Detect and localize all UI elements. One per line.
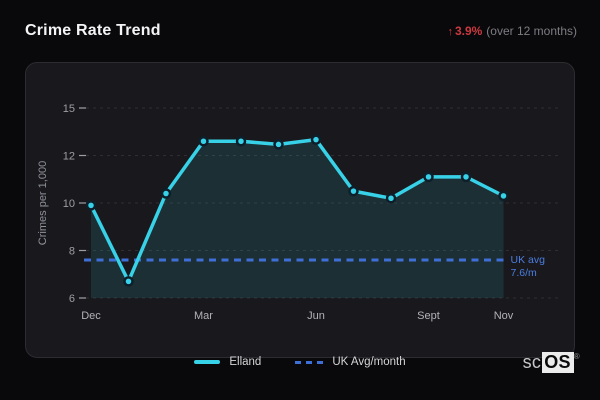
data-point-marker <box>460 171 472 183</box>
data-point-marker <box>85 200 97 211</box>
data-point-marker <box>235 136 247 147</box>
y-axis-title: Crimes per 1,000 <box>37 161 49 245</box>
change-period: (over 12 months) <box>486 24 577 38</box>
uk-avg-annotation-line1: UK avg <box>511 254 546 266</box>
x-tick-label: Jun <box>307 310 325 322</box>
data-point-marker <box>348 185 359 197</box>
legend-label-uk-avg: UK Avg/month <box>332 356 406 368</box>
legend-label-elland: Elland <box>229 356 262 368</box>
y-tick-label: 15 <box>63 103 75 115</box>
elland-series-line <box>89 137 506 284</box>
legend-item-uk-avg[interactable]: UK Avg/month <box>295 356 406 368</box>
data-point-marker <box>273 139 284 150</box>
y-tick-label: 12 <box>63 151 75 163</box>
logo-suffix: OS <box>542 352 574 373</box>
x-tick-label: Nov <box>494 310 514 322</box>
y-tick-label: 10 <box>63 198 75 210</box>
data-point-marker <box>423 171 434 183</box>
elland-line-swatch <box>194 360 221 364</box>
logo-prefix: sc <box>522 352 542 372</box>
page-header: Crime Rate Trend ↑ 3.9% (over 12 months) <box>25 22 577 40</box>
uk-avg-line-swatch <box>295 360 324 364</box>
change-value: 3.9% <box>454 24 483 38</box>
up-arrow-icon: ↑ <box>447 26 453 38</box>
chart-legend: Elland UK Avg/month <box>0 353 600 371</box>
data-point-marker <box>198 136 209 147</box>
elland-area-fill <box>91 139 504 298</box>
data-point-marker <box>160 188 172 199</box>
data-point-marker <box>385 193 397 204</box>
y-tick-label: 8 <box>69 246 75 258</box>
data-point-marker <box>310 134 322 145</box>
data-point-marker <box>123 276 134 287</box>
x-tick-label: Mar <box>194 310 213 322</box>
y-tick-label: 6 <box>69 293 75 305</box>
page-title: Crime Rate Trend <box>25 22 161 39</box>
uk-avg-annotation-line2: 7.6/m <box>511 267 538 279</box>
chart-card: 6 8 10 12 15 Crimes per 1,000 Dec Mar Jun Sept Nov… <box>25 62 575 358</box>
trend-change-badge: ↑ 3.9% (over 12 months) <box>447 24 577 38</box>
scos-logo: sc OS ® <box>523 350 580 378</box>
x-tick-label: Dec <box>81 310 101 322</box>
registered-mark-icon: ® <box>573 352 580 361</box>
legend-item-elland[interactable]: Elland <box>194 356 261 368</box>
x-tick-label: Sept <box>417 310 440 322</box>
crime-trend-chart: 6 8 10 12 15 Crimes per 1,000 Dec Mar Jun Sept Nov… <box>37 103 559 322</box>
data-point-marker <box>498 190 509 202</box>
